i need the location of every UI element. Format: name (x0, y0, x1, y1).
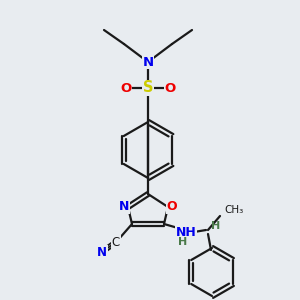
Text: O: O (164, 82, 175, 94)
Text: H: H (212, 221, 220, 231)
Text: H: H (178, 237, 188, 247)
Text: O: O (120, 82, 132, 94)
Text: NH: NH (176, 226, 197, 238)
Text: N: N (142, 56, 154, 68)
Text: C: C (112, 236, 120, 248)
Text: N: N (119, 200, 129, 214)
Text: N: N (97, 245, 107, 259)
Text: CH₃: CH₃ (224, 205, 243, 215)
Text: S: S (143, 80, 153, 95)
Text: O: O (167, 200, 177, 214)
